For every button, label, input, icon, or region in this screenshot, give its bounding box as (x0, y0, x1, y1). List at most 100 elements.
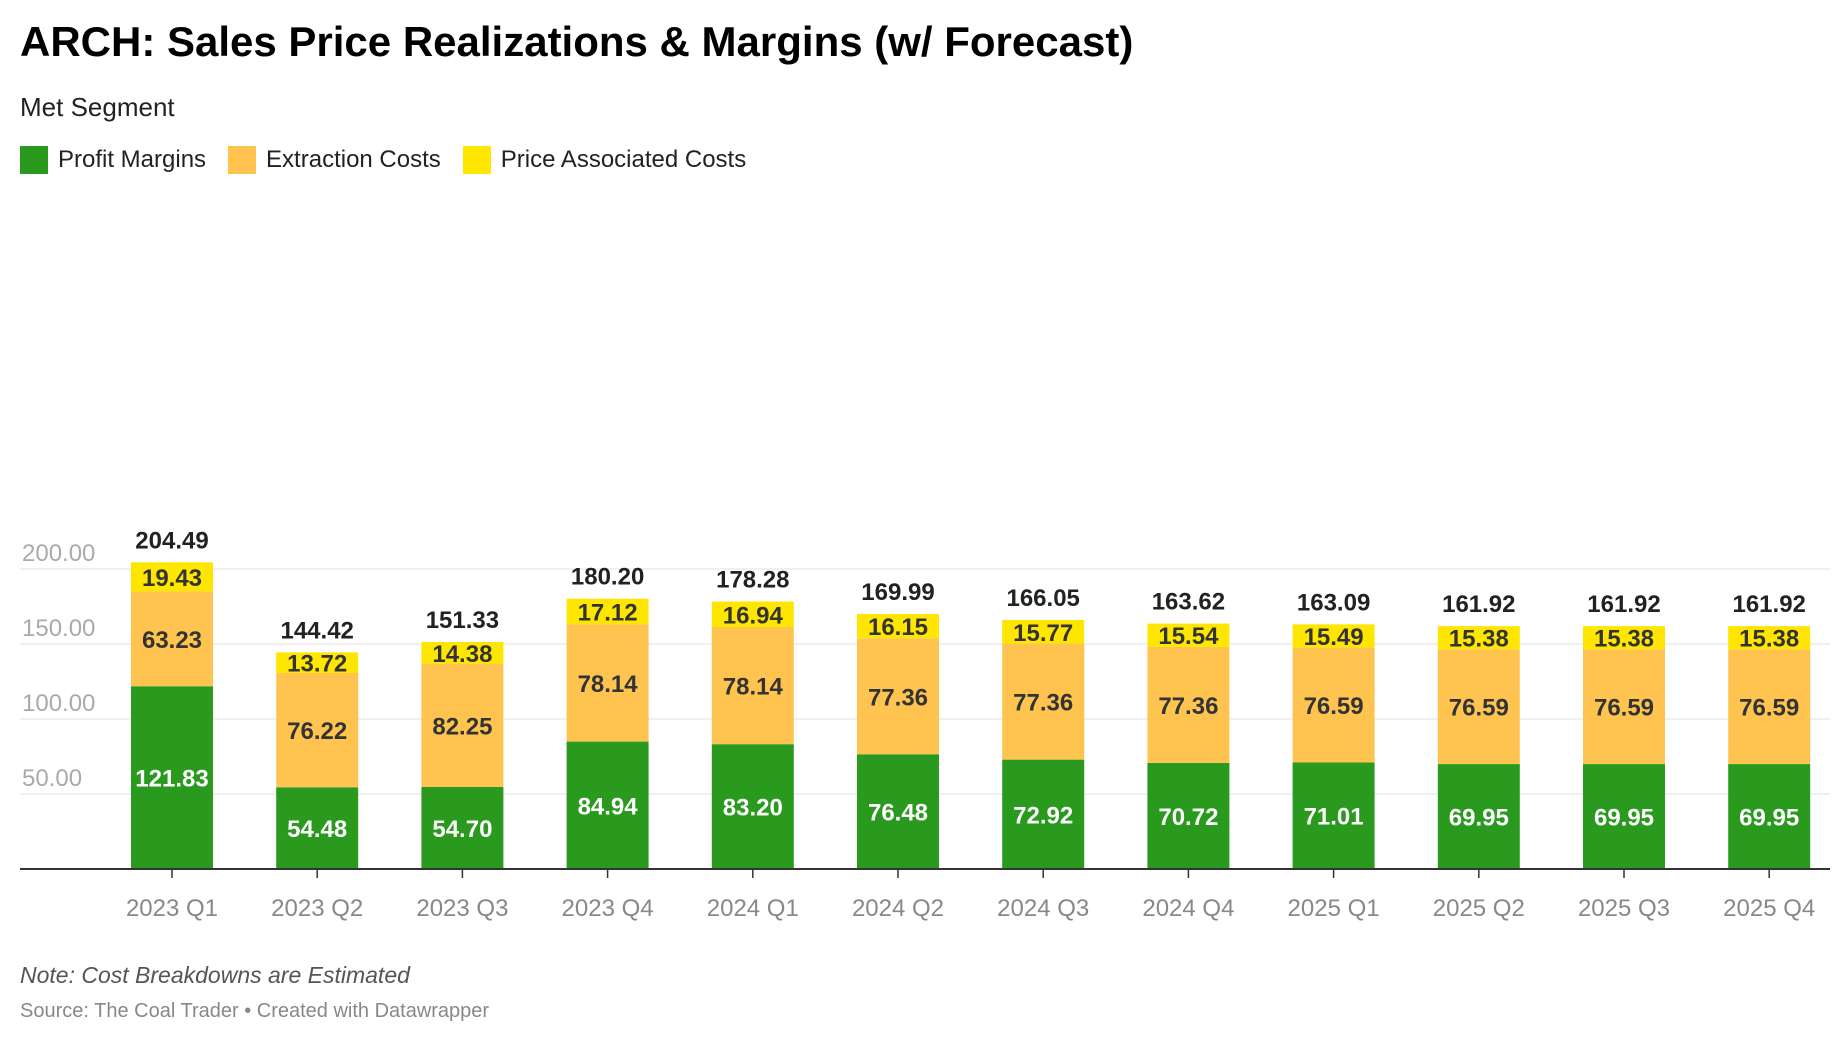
data-label: 69.95 (1449, 805, 1509, 832)
total-label: 151.33 (426, 607, 499, 634)
data-label: 54.70 (432, 816, 492, 843)
data-label: 63.23 (142, 627, 202, 654)
bar-segment (566, 741, 649, 869)
x-tick-label: 2025 Q4 (1723, 895, 1815, 922)
data-label: 15.49 (1304, 624, 1364, 651)
data-label: 76.48 (868, 800, 928, 827)
bar-segment (421, 786, 504, 869)
bar-segment (711, 744, 794, 869)
total-label: 163.09 (1297, 589, 1370, 616)
data-label: 15.54 (1158, 623, 1219, 650)
x-tick-label: 2025 Q2 (1433, 895, 1525, 922)
x-tick-label: 2023 Q3 (416, 895, 508, 922)
bar-segment (711, 601, 794, 627)
y-tick-label: 100.00 (22, 690, 95, 717)
data-label: 78.14 (723, 674, 784, 701)
bar-segment (857, 614, 939, 639)
bar-segment (131, 591, 213, 687)
y-tick-label: 50.00 (22, 765, 82, 792)
data-label: 13.72 (287, 651, 347, 678)
bar-segment (1583, 764, 1665, 869)
total-label: 169.99 (861, 579, 934, 606)
y-tick-label: 200.00 (22, 540, 95, 567)
bar-segment (566, 624, 649, 742)
total-label: 161.92 (1587, 591, 1660, 618)
bar-segment (566, 598, 649, 625)
bar-segment (1147, 623, 1230, 647)
legend-item-extraction-costs: Extraction Costs (228, 146, 441, 174)
legend-item-price-associated-costs: Price Associated Costs (462, 146, 747, 174)
chart-source: Source: The Coal Trader • Created with D… (20, 1000, 490, 1022)
bar-segment (1583, 626, 1665, 650)
bar-segment (1437, 626, 1520, 650)
data-label: 69.95 (1739, 805, 1799, 832)
bar-segment (711, 626, 794, 745)
bar-segment (857, 754, 939, 869)
data-label: 72.92 (1013, 802, 1073, 829)
data-label: 15.38 (1594, 626, 1654, 653)
bar-segment (131, 562, 213, 592)
data-label: 16.15 (868, 614, 928, 641)
data-label: 76.59 (1739, 695, 1799, 722)
data-label: 77.36 (868, 684, 928, 711)
bar-segment (857, 638, 939, 755)
data-label: 82.25 (432, 713, 492, 740)
data-label: 70.72 (1158, 804, 1218, 831)
legend-swatch-extraction-costs (228, 146, 257, 174)
data-label: 76.59 (1449, 695, 1509, 722)
bar-segment (1147, 762, 1230, 869)
bar-segment (1437, 764, 1520, 869)
x-tick-label: 2023 Q4 (562, 895, 654, 922)
bar-segment (1583, 649, 1665, 765)
legend-label-price-associated-costs: Price Associated Costs (500, 146, 747, 173)
data-label: 15.38 (1449, 626, 1509, 653)
x-tick-label: 2024 Q2 (852, 895, 944, 922)
bar-segment (131, 686, 213, 869)
x-tick-label: 2025 Q1 (1288, 895, 1380, 922)
y-tick-label: 150.00 (22, 615, 95, 642)
bar-segment (1292, 647, 1375, 763)
legend-swatch-price-associated-costs (462, 146, 491, 174)
data-label: 16.94 (723, 602, 784, 629)
data-label: 14.38 (432, 641, 492, 668)
data-label: 83.20 (723, 795, 783, 822)
bar-segment (1437, 649, 1520, 765)
bar-segment (1292, 762, 1375, 869)
legend: Profit Margins Extraction Costs Price As… (20, 146, 752, 174)
bar-segment (1147, 646, 1230, 763)
total-label: 161.92 (1732, 591, 1805, 618)
bar-segment (1728, 649, 1811, 765)
data-label: 76.59 (1304, 693, 1364, 720)
data-label: 84.94 (578, 793, 639, 820)
legend-label-profit-margins: Profit Margins (58, 146, 207, 173)
chart-note: Note: Cost Breakdowns are Estimated (20, 962, 410, 988)
data-label: 78.14 (578, 671, 639, 698)
total-label: 180.20 (571, 564, 644, 591)
data-label: 76.59 (1594, 695, 1654, 722)
total-label: 204.49 (135, 527, 208, 554)
legend-label-extraction-costs: Extraction Costs (266, 146, 441, 173)
bar-segment (276, 672, 359, 788)
bar-segment (1002, 619, 1085, 644)
x-tick-label: 2025 Q3 (1578, 895, 1670, 922)
data-label: 76.22 (287, 718, 347, 745)
data-label: 15.38 (1739, 626, 1799, 653)
data-label: 17.12 (578, 600, 638, 627)
data-label: 69.95 (1594, 805, 1654, 832)
bar-segment (421, 642, 504, 664)
x-tick-label: 2024 Q3 (997, 895, 1089, 922)
data-label: 15.77 (1013, 620, 1073, 647)
data-label: 71.01 (1304, 804, 1364, 831)
total-label: 178.28 (716, 567, 789, 594)
bar-segment (1002, 643, 1085, 760)
bar-segment (1728, 626, 1811, 650)
bar-segment (1292, 624, 1375, 648)
data-label: 54.48 (287, 816, 347, 843)
total-label: 144.42 (280, 617, 353, 644)
bar-segment (276, 787, 359, 869)
data-label: 19.43 (142, 565, 202, 592)
total-label: 163.62 (1152, 589, 1225, 616)
chart-title: ARCH: Sales Price Realizations & Margins… (20, 18, 1134, 65)
chart-subtitle: Met Segment (20, 92, 175, 122)
